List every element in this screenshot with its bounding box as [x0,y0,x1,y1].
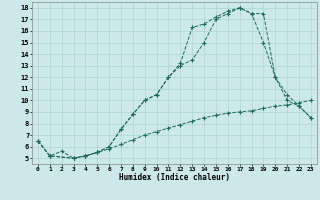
X-axis label: Humidex (Indice chaleur): Humidex (Indice chaleur) [119,173,230,182]
